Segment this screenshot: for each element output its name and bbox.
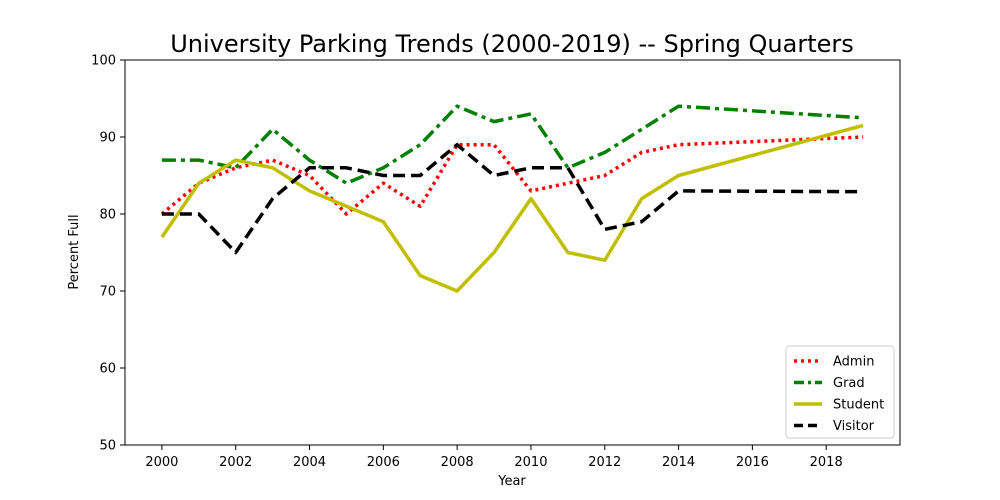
x-tick-label: 2008 bbox=[441, 455, 474, 470]
x-tick-label: 2002 bbox=[219, 455, 252, 470]
plot-area bbox=[124, 59, 901, 446]
x-tick-label: 2012 bbox=[588, 455, 621, 470]
legend-frame bbox=[785, 345, 895, 439]
legend-label-admin: Admin bbox=[833, 355, 874, 370]
y-tick-label: 70 bbox=[99, 285, 116, 300]
y-tick-label: 80 bbox=[99, 208, 116, 223]
series-line-visitor bbox=[161, 142, 864, 255]
legend-label-grad: Grad bbox=[833, 376, 865, 391]
chart-title: University Parking Trends (2000-2019) --… bbox=[170, 30, 854, 58]
series-group bbox=[160, 104, 864, 293]
x-axis: 2000 2002 2004 2006 2008 2010 2012 2014 2016 2018 bbox=[145, 445, 843, 470]
y-tick-label: 90 bbox=[99, 131, 116, 146]
x-tick-label: 2006 bbox=[367, 455, 400, 470]
series-line-student bbox=[160, 123, 864, 293]
x-tick-label: 2018 bbox=[810, 455, 843, 470]
x-axis-label: Year bbox=[497, 474, 526, 489]
x-tick-label: 2014 bbox=[662, 455, 695, 470]
y-tick-label: 100 bbox=[91, 54, 116, 69]
x-tick-label: 2000 bbox=[145, 455, 178, 470]
legend: Admin Grad Student Visitor bbox=[785, 345, 895, 439]
legend-label-visitor: Visitor bbox=[833, 419, 875, 434]
plot-frame bbox=[124, 59, 901, 446]
y-tick-label: 60 bbox=[99, 362, 116, 377]
y-axis-label: Percent Full bbox=[67, 214, 82, 289]
series-line-grad bbox=[161, 104, 864, 185]
x-tick-label: 2004 bbox=[293, 455, 326, 470]
legend-label-student: Student bbox=[833, 398, 884, 413]
x-tick-label: 2016 bbox=[736, 455, 769, 470]
y-axis: 50 60 70 80 90 100 bbox=[91, 54, 125, 454]
y-tick-label: 50 bbox=[99, 439, 116, 454]
series-line-admin bbox=[160, 135, 864, 216]
x-tick-label: 2010 bbox=[514, 455, 547, 470]
